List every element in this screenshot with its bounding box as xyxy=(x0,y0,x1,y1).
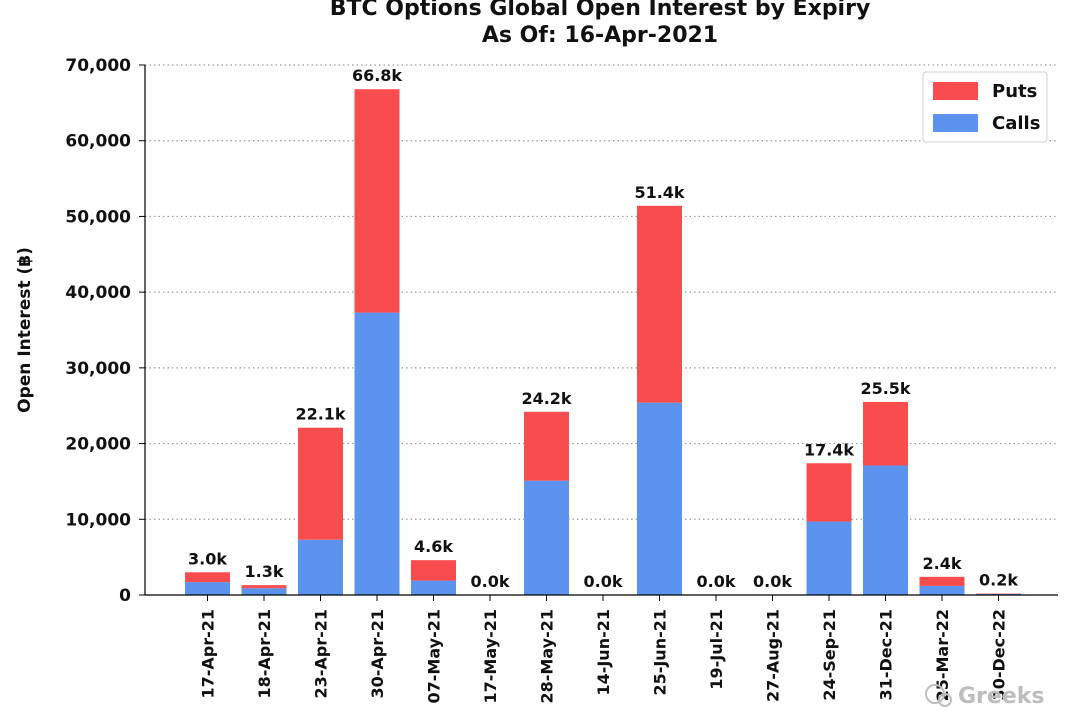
watermark: Greeks xyxy=(925,684,1044,709)
legend-label-puts: Puts xyxy=(992,81,1037,102)
x-tick-label: 14-Jun-21 xyxy=(594,609,613,696)
y-tick-label: 20,000 xyxy=(65,435,131,455)
bar-puts xyxy=(411,560,456,581)
data-label: 66.8k xyxy=(352,66,402,85)
x-tick-label: 23-Apr-21 xyxy=(312,609,331,699)
bar-puts xyxy=(919,576,965,586)
data-label: 0.0k xyxy=(471,572,510,591)
y-tick-label: 40,000 xyxy=(65,283,131,303)
bar-calls xyxy=(298,539,343,595)
data-label: 3.0k xyxy=(188,549,227,568)
legend-label-calls: Calls xyxy=(992,113,1040,134)
bar-calls xyxy=(637,402,682,595)
legend-swatch-calls xyxy=(933,114,978,132)
y-tick-label: 50,000 xyxy=(65,207,131,227)
bar-calls xyxy=(411,580,456,595)
bar-calls xyxy=(354,312,400,595)
bar-calls xyxy=(863,465,908,595)
y-axis-label: Open Interest (฿) xyxy=(15,247,35,413)
data-label: 0.0k xyxy=(697,572,736,591)
data-label: 0.2k xyxy=(979,570,1018,589)
y-tick-label: 10,000 xyxy=(65,510,131,530)
bar-calls xyxy=(185,582,230,595)
chart-title: BTC Options Global Open Interest by Expi… xyxy=(330,0,871,21)
x-tick-label: 25-Mar-22 xyxy=(933,609,952,701)
data-label: 0.0k xyxy=(753,572,792,591)
y-axis-ticks: 0 10,000 20,000 30,000 40,000 50,000 60,000 70,… xyxy=(65,56,145,606)
x-tick-label: 28-May-21 xyxy=(538,609,557,703)
bar-puts xyxy=(298,427,343,540)
y-tick-label: 60,000 xyxy=(65,132,131,152)
bar-calls xyxy=(524,480,569,595)
x-tick-label: 30-Dec-22 xyxy=(990,609,1009,700)
data-label: 17.4k xyxy=(804,440,854,459)
bar-puts xyxy=(806,463,852,522)
bar-calls xyxy=(241,588,287,595)
wechat-icon-inner xyxy=(938,693,952,707)
x-tick-label: 27-Aug-21 xyxy=(764,609,783,702)
x-tick-label: 18-Apr-21 xyxy=(255,609,274,699)
x-tick-label: 17-Apr-21 xyxy=(199,609,218,699)
legend: Puts Calls xyxy=(922,71,1048,143)
bar-puts xyxy=(354,89,400,313)
y-tick-label: 30,000 xyxy=(65,359,131,379)
legend-swatch-puts xyxy=(933,82,978,100)
y-tick-label: 0 xyxy=(119,586,131,606)
bar-calls xyxy=(806,521,852,595)
data-label: 24.2k xyxy=(521,389,571,408)
x-tick-label: 07-May-21 xyxy=(425,609,444,703)
data-label: 22.1k xyxy=(295,405,345,424)
data-labels: 3.0k 1.3k 22.1k 66.8k 4.6k 0.0k 24.2k 0.0k 51.4k… xyxy=(188,66,1018,591)
data-label: 0.0k xyxy=(584,572,623,591)
bar-puts xyxy=(637,205,682,403)
y-tick-label: 70,000 xyxy=(65,56,131,76)
bar-puts xyxy=(185,572,230,583)
data-label: 2.4k xyxy=(923,554,962,573)
x-tick-label: 19-Jul-21 xyxy=(707,609,726,690)
x-tick-label: 30-Apr-21 xyxy=(368,609,387,699)
grid-lines xyxy=(145,64,1058,520)
data-label: 1.3k xyxy=(245,562,284,581)
x-axis-ticks: 17-Apr-21 18-Apr-21 23-Apr-21 30-Apr-21 07-M… xyxy=(199,595,1009,703)
x-tick-label: 25-Jun-21 xyxy=(651,609,670,696)
bar-puts xyxy=(241,585,287,589)
x-tick-label: 24-Sep-21 xyxy=(820,609,839,701)
chart-subtitle: As Of: 16-Apr-2021 xyxy=(482,23,718,48)
bars xyxy=(185,89,1021,595)
data-label: 4.6k xyxy=(414,537,453,556)
bar-puts xyxy=(863,401,908,466)
data-label: 51.4k xyxy=(634,183,684,202)
x-tick-label: 17-May-21 xyxy=(481,609,500,703)
watermark-text: Greeks xyxy=(958,684,1044,709)
bar-calls xyxy=(919,585,965,595)
bar-puts xyxy=(524,411,569,481)
data-label: 25.5k xyxy=(860,379,910,398)
x-tick-label: 31-Dec-21 xyxy=(877,609,896,700)
